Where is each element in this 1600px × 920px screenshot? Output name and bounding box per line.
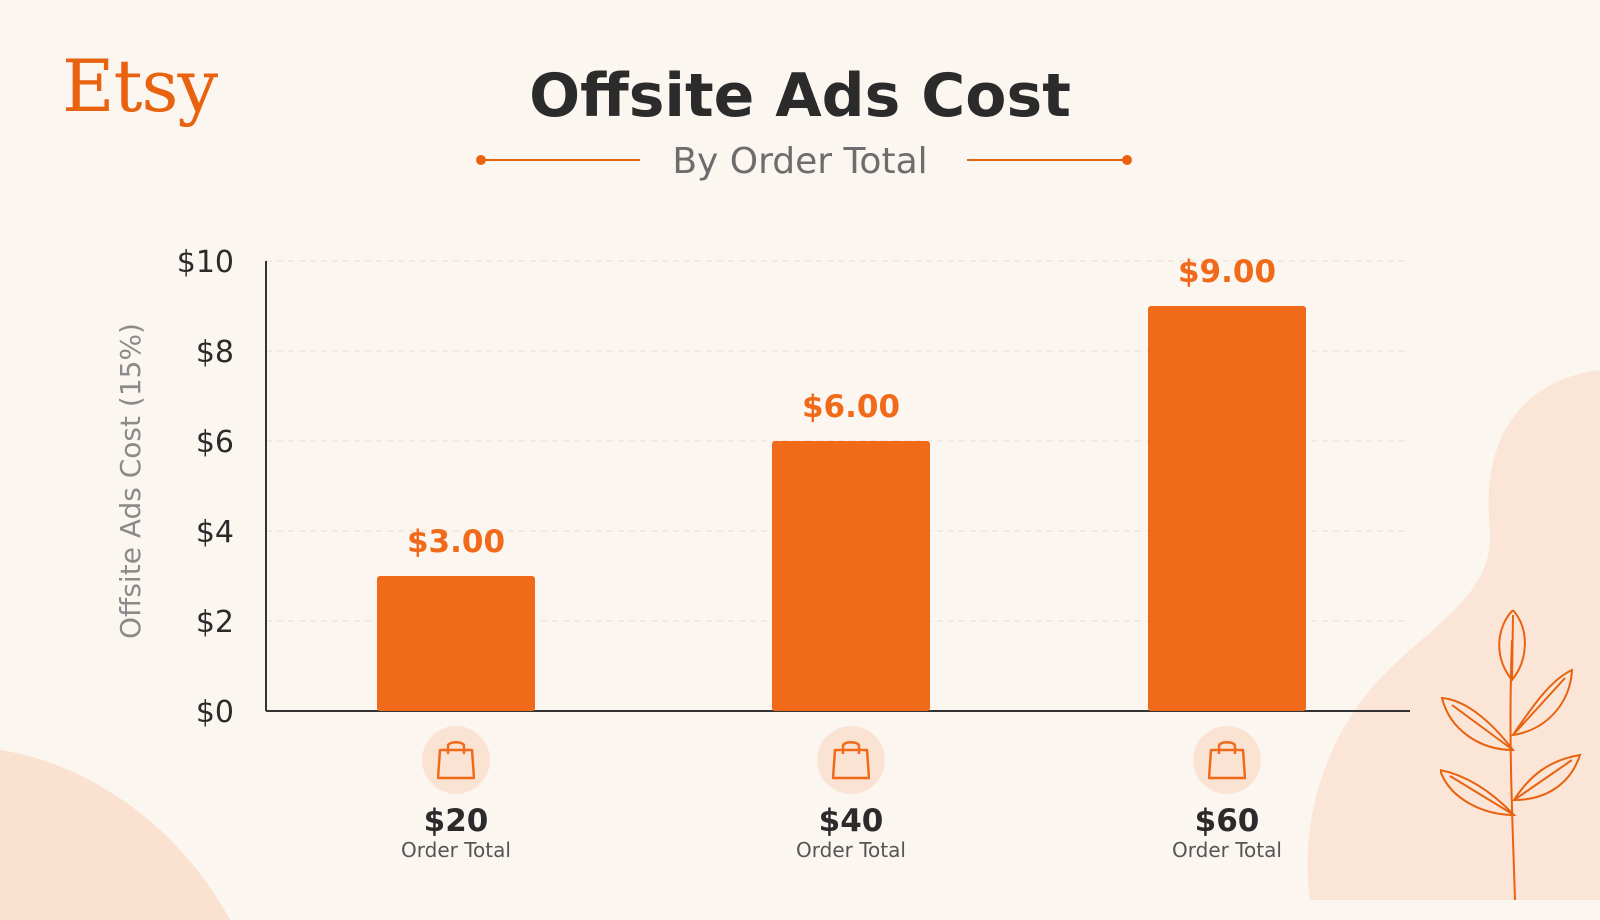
y-tick-label: $10	[177, 245, 234, 280]
y-tick-label: $2	[196, 605, 234, 640]
x-tick-label: $60	[1194, 803, 1260, 839]
x-tick-label: $20	[423, 803, 489, 839]
shopping-bag-icon	[1193, 726, 1261, 794]
bar	[377, 576, 535, 711]
x-tick-sublabel: Order Total	[796, 838, 906, 863]
bar	[772, 441, 930, 711]
shopping-bag-icon	[422, 726, 490, 794]
y-tick-label: $6	[196, 425, 234, 460]
x-tick-sublabel: Order Total	[401, 838, 511, 863]
y-tick-label: $0	[196, 695, 234, 730]
bar-value-label: $6.00	[802, 389, 900, 425]
bar-value-label: $9.00	[1178, 254, 1276, 290]
background-blob-right	[1307, 370, 1600, 900]
x-category: $60 Order Total	[1127, 726, 1327, 862]
bar-value-label: $3.00	[407, 524, 505, 560]
x-tick-sublabel: Order Total	[1172, 838, 1282, 863]
shopping-bag-icon	[817, 726, 885, 794]
y-axis-label: Offsite Ads Cost (15%)	[114, 323, 147, 639]
chart-subtitle: By Order Total	[672, 141, 928, 182]
bar	[1148, 306, 1306, 711]
x-category: $40 Order Total	[751, 726, 951, 862]
etsy-logo: Etsy	[62, 44, 218, 128]
leaf-sprig-decoration	[1440, 610, 1582, 900]
subtitle-decoration	[476, 155, 1132, 165]
x-tick-label: $40	[818, 803, 884, 839]
x-category: $20 Order Total	[356, 726, 556, 862]
background-blob-left	[0, 750, 230, 920]
chart-title: Offsite Ads Cost	[529, 61, 1071, 131]
bar-chart: $0 $2 $4 $6 $8 $10 Offsite Ads Cost (15%) $3.00…	[114, 245, 1410, 730]
y-tick-label: $4	[196, 515, 234, 550]
y-tick-label: $8	[196, 335, 234, 370]
